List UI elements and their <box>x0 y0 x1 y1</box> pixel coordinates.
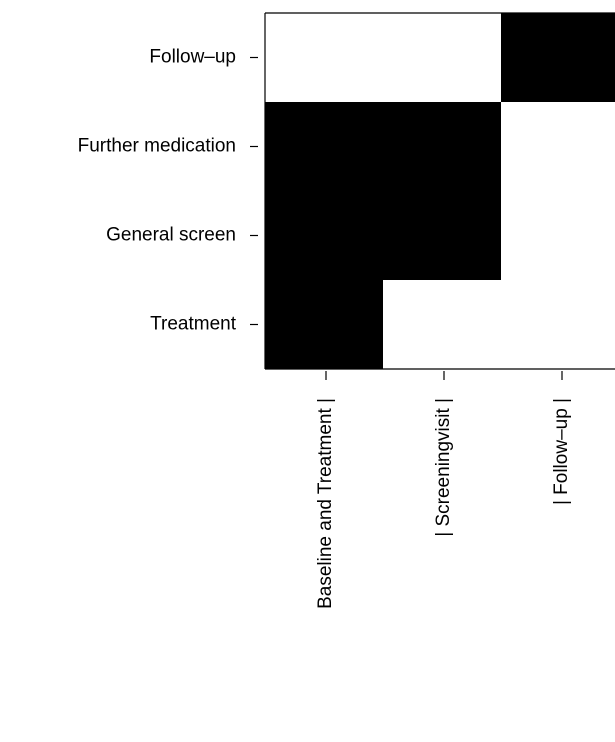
cell <box>265 13 383 102</box>
cell <box>501 102 615 191</box>
cell <box>383 280 501 369</box>
cell <box>265 191 383 280</box>
cell <box>501 280 615 369</box>
cell <box>383 191 501 280</box>
y-tick-label: Further medication <box>78 136 236 157</box>
cell <box>383 102 501 191</box>
cell <box>383 13 501 102</box>
cell <box>501 191 615 280</box>
y-tick-label: Follow–up <box>149 47 236 68</box>
x-tick-label: Baseline and Treatment | <box>315 398 336 609</box>
cell <box>265 102 383 191</box>
y-tick-label: Treatment <box>150 314 237 335</box>
cell <box>265 280 383 369</box>
y-tick-label: General screen <box>106 225 236 246</box>
cell <box>501 13 615 102</box>
x-tick-label: | Follow–up | <box>551 398 572 505</box>
x-tick-label: | Screeningvisit | <box>433 398 454 537</box>
